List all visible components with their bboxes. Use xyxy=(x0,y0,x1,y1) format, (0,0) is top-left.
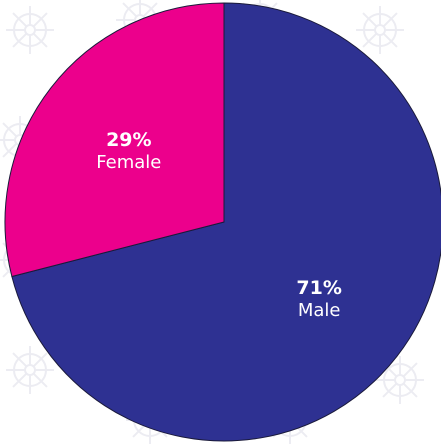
ship-wheel-icon xyxy=(6,346,54,394)
ship-wheel-icon xyxy=(376,356,424,404)
labels-layer: 71%Male 29%Female xyxy=(96,129,342,321)
ship-wheel-icon xyxy=(6,6,54,54)
pie-slice-male xyxy=(11,2,441,442)
slice-category-label-male: Male xyxy=(298,300,341,321)
slice-value-label-female: 29% xyxy=(106,129,151,151)
slices-layer xyxy=(4,2,441,442)
pie-slice-female xyxy=(4,2,225,278)
slice-value-label-male: 71% xyxy=(296,277,341,299)
ship-wheel-icon xyxy=(356,6,404,54)
slice-category-label-female: Female xyxy=(96,152,161,173)
